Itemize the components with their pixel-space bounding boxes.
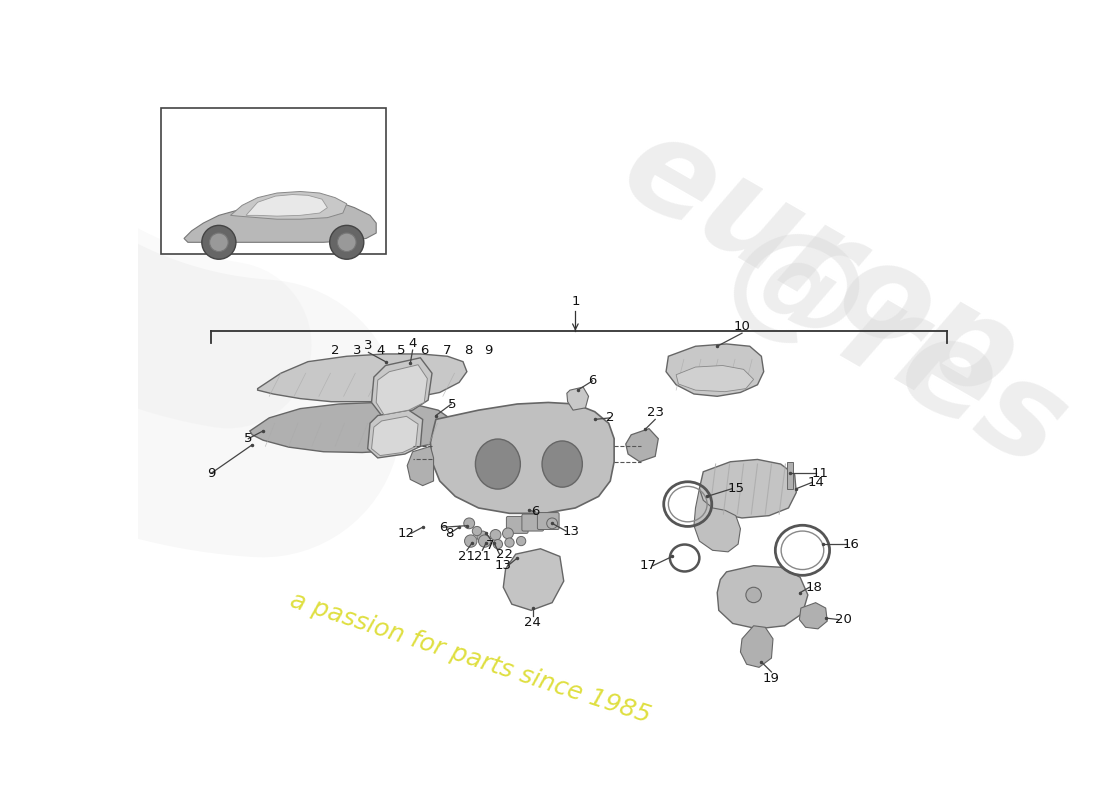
Text: a passion for parts since 1985: a passion for parts since 1985 — [287, 588, 654, 728]
Text: 15: 15 — [728, 482, 745, 495]
Text: 18: 18 — [805, 581, 823, 594]
Text: 2: 2 — [606, 411, 615, 424]
FancyBboxPatch shape — [538, 513, 559, 530]
Polygon shape — [694, 489, 740, 552]
Text: 13: 13 — [495, 559, 512, 572]
Polygon shape — [372, 416, 418, 455]
Polygon shape — [504, 549, 563, 610]
Text: 12: 12 — [398, 527, 415, 540]
Text: 5: 5 — [448, 398, 456, 410]
Text: 4: 4 — [376, 344, 384, 357]
Text: 2: 2 — [331, 344, 340, 357]
Text: 4: 4 — [408, 337, 417, 350]
Circle shape — [210, 233, 228, 251]
Bar — [161, 107, 385, 254]
Text: 13: 13 — [562, 525, 580, 538]
Text: 8: 8 — [464, 344, 473, 357]
Polygon shape — [676, 366, 754, 392]
Text: @res: @res — [707, 204, 1087, 497]
Circle shape — [503, 528, 514, 538]
Text: 3: 3 — [353, 344, 361, 357]
Text: 5: 5 — [397, 344, 405, 357]
Polygon shape — [184, 199, 376, 242]
Circle shape — [746, 587, 761, 602]
Text: 24: 24 — [525, 616, 541, 629]
Text: 9: 9 — [484, 344, 493, 357]
Circle shape — [505, 538, 514, 547]
Circle shape — [493, 539, 503, 549]
Polygon shape — [257, 354, 466, 402]
Text: 6: 6 — [420, 344, 428, 357]
Circle shape — [491, 530, 501, 540]
Text: 11: 11 — [812, 467, 828, 480]
Text: europ: europ — [600, 102, 1040, 429]
Polygon shape — [376, 365, 427, 414]
Polygon shape — [717, 566, 807, 629]
Text: 22: 22 — [495, 548, 513, 561]
Ellipse shape — [542, 441, 582, 487]
Polygon shape — [667, 344, 763, 396]
Circle shape — [547, 518, 558, 529]
Text: 6: 6 — [439, 521, 448, 534]
Polygon shape — [800, 602, 827, 629]
Polygon shape — [246, 194, 328, 216]
Polygon shape — [407, 446, 433, 486]
Text: 20: 20 — [835, 613, 851, 626]
Text: 10: 10 — [734, 320, 750, 333]
Text: 6: 6 — [588, 374, 597, 387]
Text: 16: 16 — [843, 538, 859, 550]
Text: 7: 7 — [486, 538, 494, 552]
Polygon shape — [367, 410, 422, 458]
Bar — [786, 462, 793, 489]
Text: 7: 7 — [443, 344, 452, 357]
Polygon shape — [700, 459, 796, 518]
Polygon shape — [372, 358, 432, 415]
Circle shape — [464, 535, 477, 547]
Ellipse shape — [475, 439, 520, 489]
FancyBboxPatch shape — [506, 517, 528, 534]
Text: 5: 5 — [244, 432, 252, 445]
Circle shape — [477, 531, 487, 542]
Polygon shape — [740, 626, 773, 667]
Text: 1: 1 — [571, 294, 580, 308]
Text: 21: 21 — [459, 550, 475, 563]
Text: 8: 8 — [446, 527, 453, 540]
Circle shape — [330, 226, 364, 259]
Text: 19: 19 — [763, 672, 780, 685]
Circle shape — [464, 518, 474, 529]
Polygon shape — [231, 191, 346, 219]
Text: 6: 6 — [531, 506, 540, 518]
Text: 14: 14 — [807, 476, 825, 489]
Text: 17: 17 — [640, 559, 657, 572]
Circle shape — [201, 226, 235, 259]
Polygon shape — [626, 429, 658, 462]
Text: 21: 21 — [474, 550, 491, 563]
Text: 3: 3 — [364, 339, 373, 353]
Text: 9: 9 — [207, 467, 215, 480]
Polygon shape — [566, 387, 588, 410]
FancyBboxPatch shape — [521, 514, 543, 531]
Polygon shape — [430, 402, 614, 514]
Circle shape — [482, 537, 491, 546]
Circle shape — [338, 233, 356, 251]
Circle shape — [478, 535, 491, 547]
Circle shape — [472, 526, 482, 536]
Text: 23: 23 — [647, 406, 663, 419]
Circle shape — [517, 537, 526, 546]
Polygon shape — [250, 402, 451, 453]
